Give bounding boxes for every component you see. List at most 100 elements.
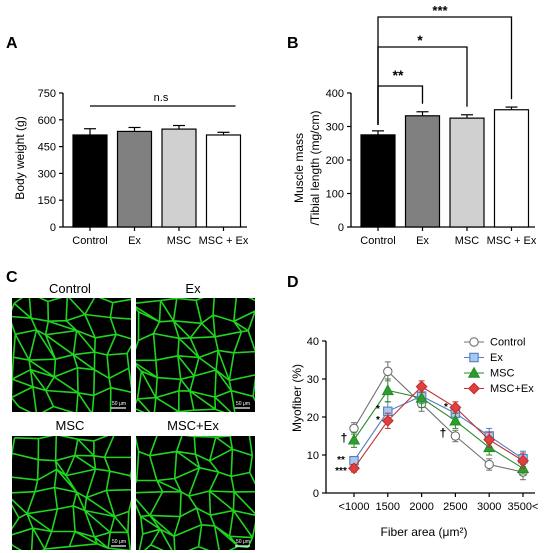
charta-y-tick-label: 300 xyxy=(38,168,56,180)
legend-label-msc: MSC xyxy=(490,368,515,380)
micrograph-label-control: Control xyxy=(49,281,91,296)
panel-d-x-tick-label: 2500 xyxy=(443,501,467,513)
charta-x-tick-label: Ex xyxy=(128,235,141,247)
panel-d-x-tick-label: <1000 xyxy=(339,501,370,513)
panel-d-y-tick-label: 0 xyxy=(313,488,319,500)
chartb-x-tick-label: Control xyxy=(360,235,395,247)
legend-marker-msc-ex xyxy=(468,382,480,395)
charta-y-tick-label: 150 xyxy=(38,195,56,207)
chartb-bar xyxy=(493,109,530,228)
series-point-msc xyxy=(381,384,394,396)
micrograph-fiber-network xyxy=(136,298,255,412)
panel-label-d: D xyxy=(287,274,299,291)
panel-d-x-tick-label: 3000 xyxy=(477,501,501,513)
legend-label-ex: Ex xyxy=(490,352,503,364)
series-point-msc-ex xyxy=(517,454,529,467)
charta-y-tick-label: 450 xyxy=(38,142,56,154)
charta-bar xyxy=(116,130,153,228)
panel-b-significance-label: ** xyxy=(393,67,404,83)
panel-d-significance-label: * xyxy=(444,402,448,413)
panel-b-ylabel-line2: /Tibial length (mg/cm) xyxy=(308,111,322,226)
panel-d-x-tick-label: 3500< xyxy=(508,501,539,513)
micrograph-fiber-network xyxy=(12,436,131,550)
micrograph-label-msc-ex: MSC+Ex xyxy=(167,418,219,433)
micrograph-fiber-network xyxy=(136,436,255,550)
panel-d-x-tick-label: 2000 xyxy=(409,501,433,513)
series-line-control xyxy=(353,370,524,473)
series-line-msc-ex xyxy=(353,385,524,469)
panel-d-y-tick-label: 30 xyxy=(307,374,319,386)
panel-d-significance-label: ** xyxy=(337,455,345,466)
charta-y-tick-label: 0 xyxy=(50,222,56,234)
panel-label-a: A xyxy=(6,35,18,52)
micrograph-label-msc: MSC xyxy=(56,418,85,433)
panel-b-significance-label: * xyxy=(417,32,423,48)
panel-b-ylabel-line1: Muscle mass xyxy=(292,133,306,203)
legend-marker-ex xyxy=(469,352,479,363)
micrograph-fiber-borders xyxy=(12,436,131,550)
legend-marker-msc xyxy=(467,366,481,378)
micrograph-fiber-borders xyxy=(12,298,131,412)
panel-d-y-tick-label: 20 xyxy=(307,412,319,424)
panel-a-ns-label: n.s xyxy=(154,92,169,104)
charta-x-tick-label: Control xyxy=(72,235,107,247)
panel-d-xlabel: Fiber area (μm²) xyxy=(381,525,468,539)
panel-b-significance-label: *** xyxy=(432,3,448,18)
chartb-x-tick-label: MSC xyxy=(455,235,480,247)
legend-label-msc-ex: MSC+Ex xyxy=(490,383,534,395)
micrograph-fiber-network xyxy=(12,298,131,412)
chartb-bar xyxy=(360,134,396,228)
chartb-y-tick-label: 200 xyxy=(326,155,344,167)
panel-d-y-tick-label: 40 xyxy=(307,336,319,348)
chartb-y-tick-label: 100 xyxy=(326,189,344,201)
series-point-msc-ex xyxy=(348,462,360,475)
charta-bar xyxy=(205,134,242,228)
legend-marker-control xyxy=(469,337,479,347)
micrograph-fiber-borders xyxy=(136,298,255,412)
panel-d-significance-label: *** xyxy=(335,466,347,477)
charta-y-tick-label: 750 xyxy=(38,88,56,100)
panel-label-b: B xyxy=(287,35,299,52)
series-point-control xyxy=(450,431,461,441)
charta-bar xyxy=(161,128,197,228)
panel-d-significance-label: * xyxy=(376,415,380,426)
panel-d-y-tick-label: 10 xyxy=(307,450,319,462)
panel-a-ylabel: Body weight (g) xyxy=(13,116,27,199)
micrograph-fiber-borders xyxy=(136,436,255,550)
series-point-control xyxy=(383,366,393,377)
series-point-msc xyxy=(347,433,361,445)
chartb-x-tick-label: MSC + Ex xyxy=(487,235,537,247)
chartb-x-tick-label: Ex xyxy=(416,235,429,247)
series-point-control xyxy=(349,423,359,434)
series-point-msc-ex xyxy=(415,380,428,393)
series-point-msc xyxy=(449,414,462,426)
panel-b-significance-bracket xyxy=(377,16,513,125)
panel-label-c: C xyxy=(6,269,18,286)
panel-c-micrographs: Control Ex MSC MSC+Ex 50 μm 50 μm 50 μm 50 … xyxy=(12,281,255,550)
scale-bar-label: 50 μm xyxy=(112,539,126,545)
scale-bar-label: 50 μm xyxy=(112,401,126,407)
panel-d-x-tick-label: 1500 xyxy=(376,501,400,513)
panel-d-significance-label: * xyxy=(376,404,380,415)
series-point-msc-ex xyxy=(483,433,496,446)
series-point-control xyxy=(484,459,494,470)
micrograph-label-ex: Ex xyxy=(185,281,201,296)
chartb-bar xyxy=(449,117,485,228)
panel-d-significance-label: † xyxy=(341,431,348,445)
legend-label-control: Control xyxy=(490,337,525,349)
panel-d-line-chart: Myofiber (%) Fiber area (μm²) 0 10 20 30 40 <… xyxy=(290,336,538,539)
scale-bar-label: 50 μm xyxy=(236,401,250,407)
charta-y-tick-label: 600 xyxy=(38,115,56,127)
charta-x-tick-label: MSC + Ex xyxy=(199,235,249,247)
chartb-y-tick-label: 300 xyxy=(326,122,344,134)
panel-b-bar-chart: Muscle mass /Tibial length (mg/cm) 0 100 2… xyxy=(292,3,537,247)
series-point-msc-ex xyxy=(381,414,394,427)
series-point-msc-ex xyxy=(449,401,462,414)
scale-bar-label: 50 μm xyxy=(236,539,250,545)
panel-d-significance-label: † xyxy=(440,426,447,440)
charta-bar xyxy=(72,134,108,228)
series-line-msc xyxy=(353,389,524,469)
panel-d-ylabel: Myofiber (%) xyxy=(290,364,304,432)
series-point-msc xyxy=(415,391,428,403)
